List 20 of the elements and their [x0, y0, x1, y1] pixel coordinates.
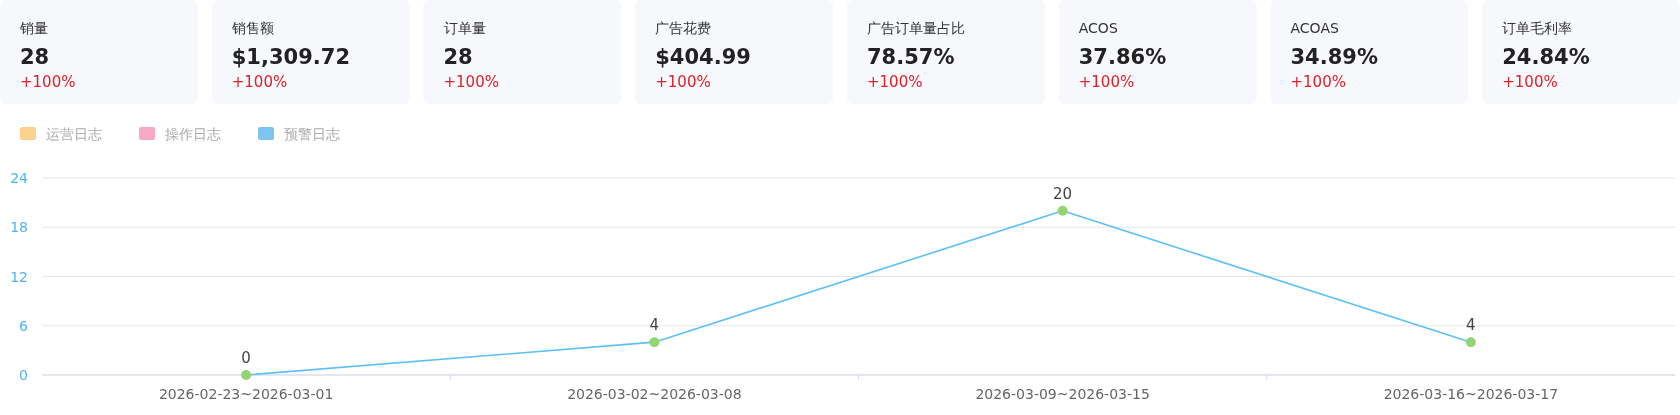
- y-tick-label: 6: [19, 317, 29, 334]
- data-label: 0: [241, 349, 251, 367]
- point: [1057, 205, 1068, 216]
- point: [1465, 337, 1476, 348]
- data-label: 4: [649, 316, 660, 335]
- x-tick-label: 2026-02-23~2026-03-01: [158, 386, 334, 402]
- text: 运营日志: [46, 126, 102, 142]
- text: 预警日志: [284, 126, 340, 142]
- y-tick-label: 0: [19, 367, 28, 383]
- point: [241, 370, 252, 380]
- y-tick-label: 12: [10, 268, 28, 285]
- data-label: 4: [1466, 316, 1476, 335]
- y-tick-label: 18: [10, 219, 28, 236]
- x-tick-label: 2026-03-09~2026-03-15: [975, 386, 1150, 402]
- x-tick-label: 2026-03-02~2026-03-08: [567, 386, 742, 402]
- y-tick-label: 24: [10, 170, 29, 186]
- text: 操作日志: [165, 126, 221, 142]
- data-label: 20: [1053, 184, 1073, 203]
- point: [649, 337, 660, 348]
- x-tick-label: 2026-03-16~2026-03-17: [1383, 386, 1559, 402]
